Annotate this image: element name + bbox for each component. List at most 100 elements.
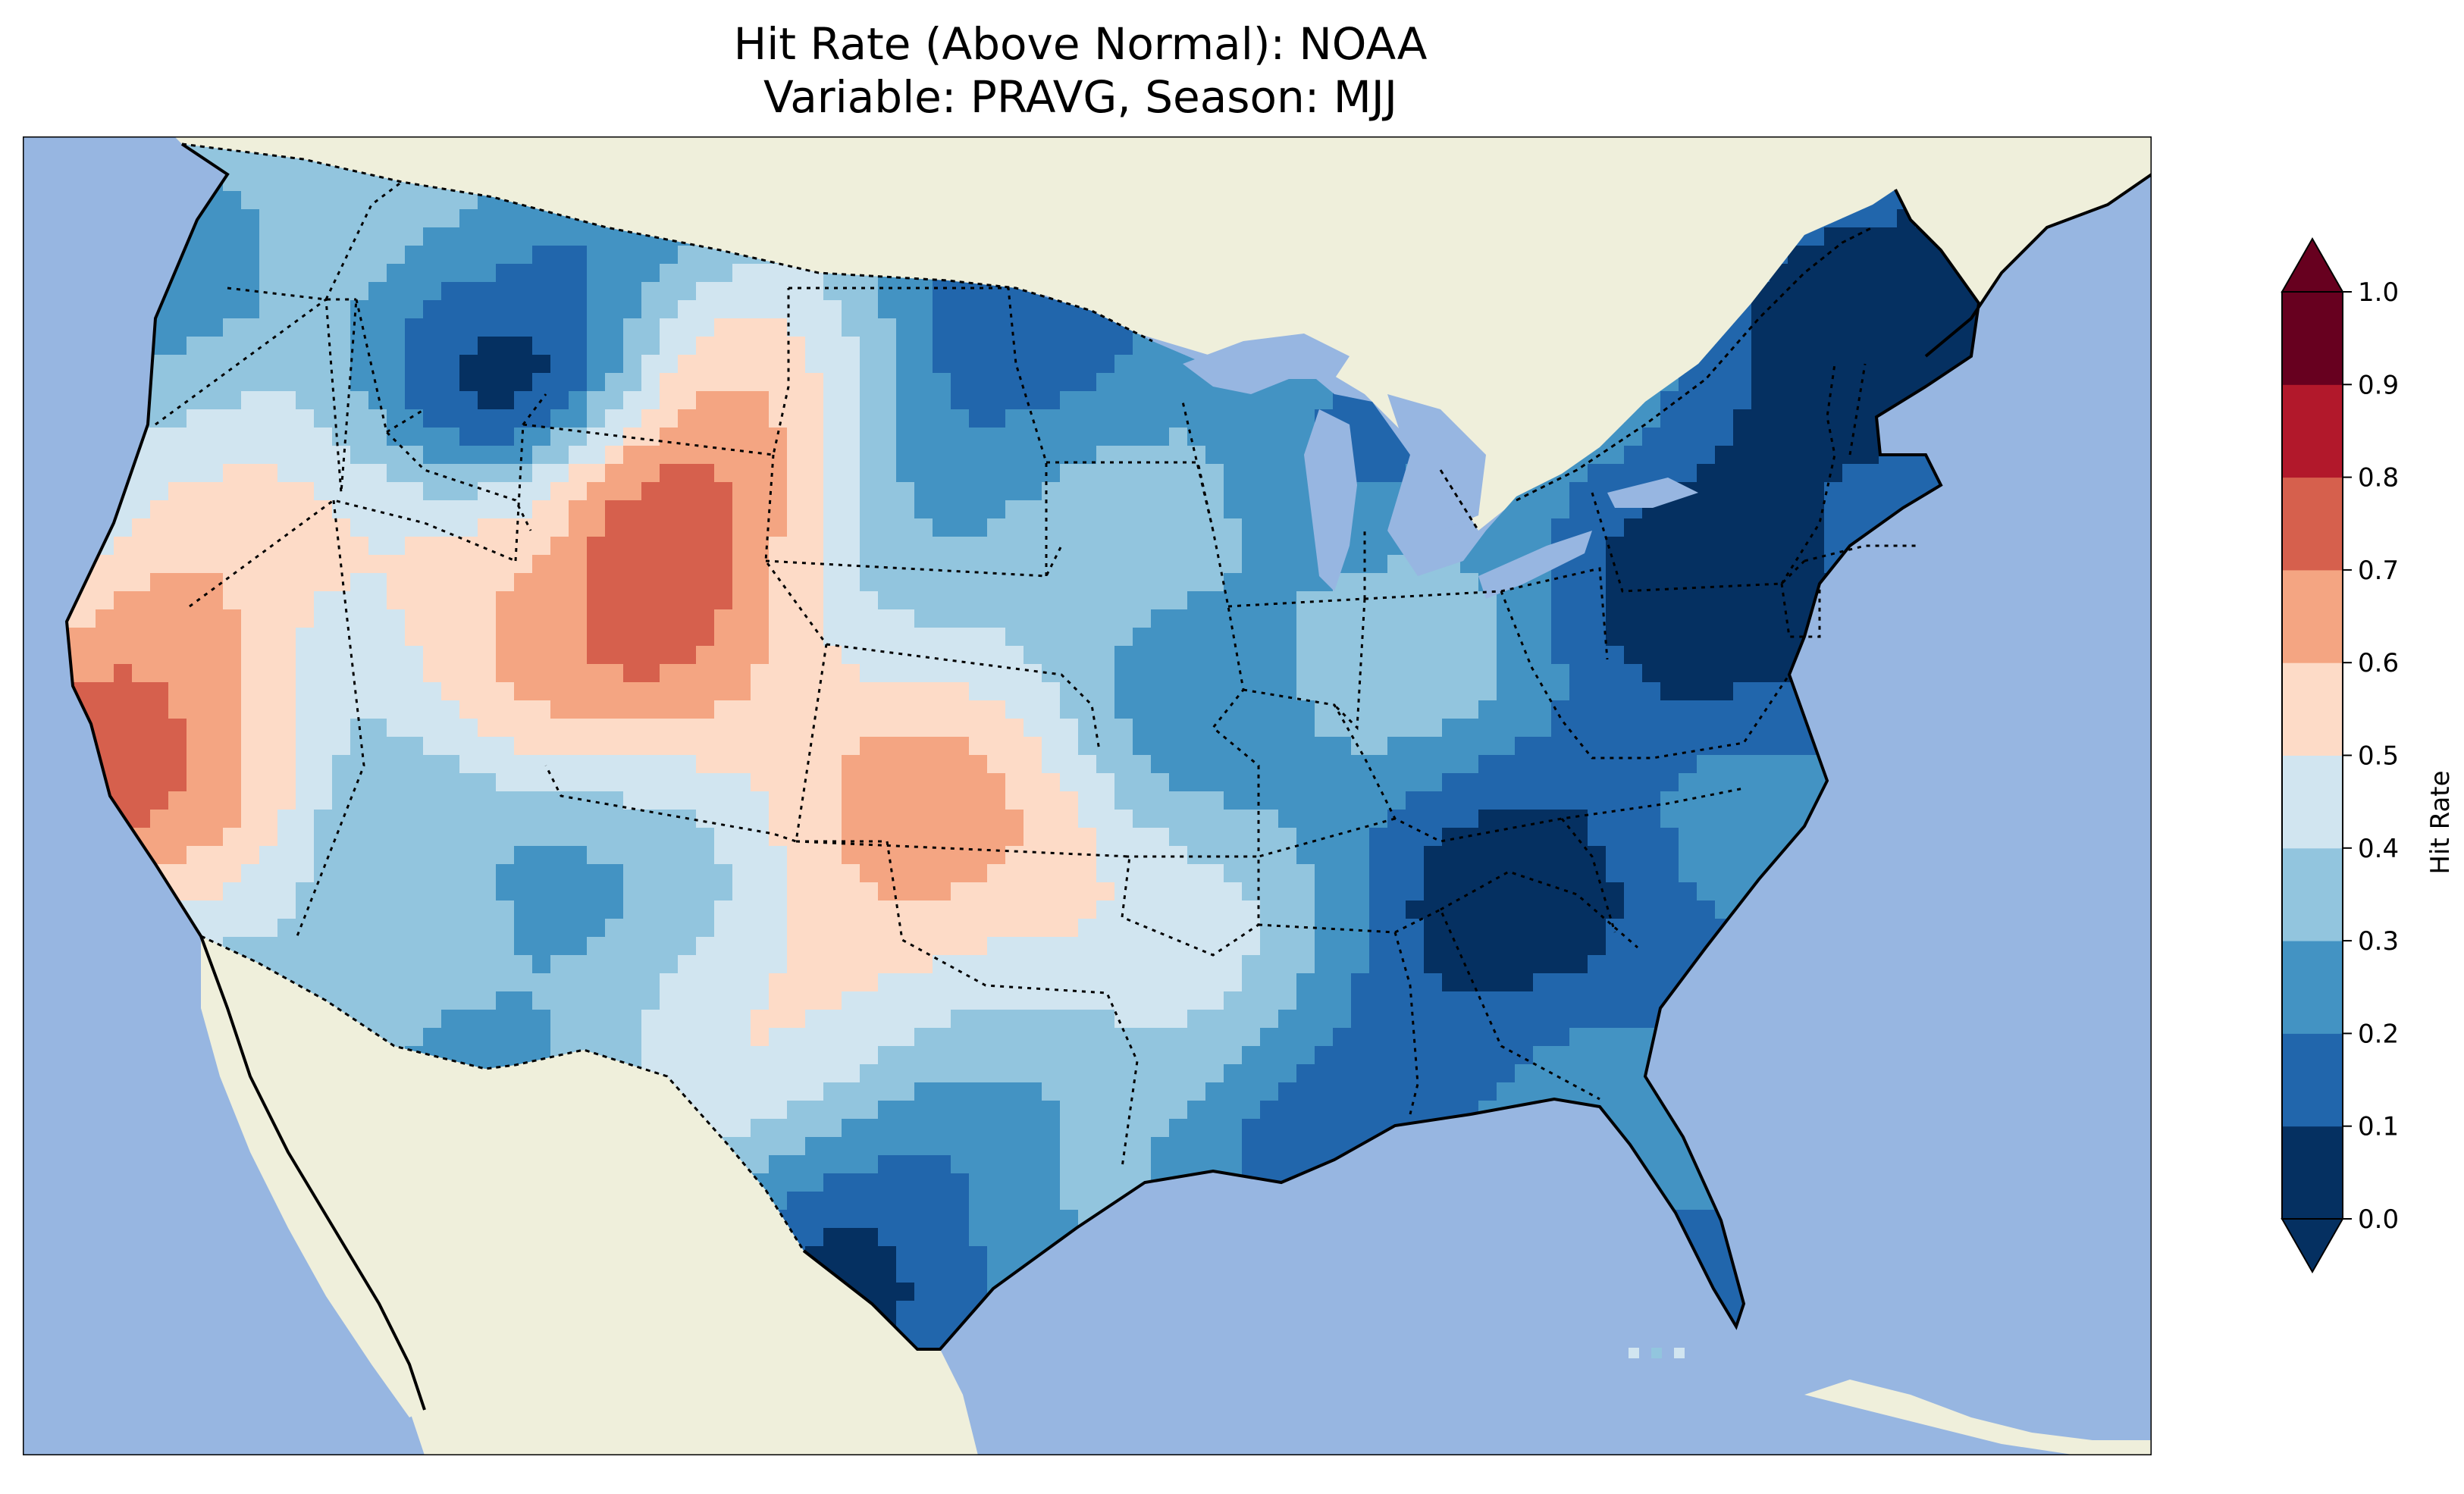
grid-cell [641,791,660,810]
grid-cell [459,409,478,428]
grid-cell [605,609,624,628]
grid-cell [314,682,333,701]
grid-cell [1424,609,1443,628]
grid-cell [1624,518,1643,537]
grid-cell [241,209,260,228]
grid-cell [514,300,533,319]
grid-cell [259,573,278,592]
grid-cell [933,573,951,592]
grid-cell [405,482,424,501]
grid-cell [805,882,824,901]
grid-cell [1660,791,1679,810]
grid-cell [1569,773,1588,792]
grid-cell [1751,791,1770,810]
grid-cell [1060,664,1079,683]
grid-cell [1369,719,1388,738]
grid-cell [914,864,933,883]
grid-cell [259,555,278,574]
grid-cell [387,755,406,774]
grid-cell [1715,555,1734,574]
grid-cell [714,428,733,446]
grid-cell [150,464,169,483]
grid-cell [1842,337,1861,355]
grid-cell [241,518,260,537]
grid-cell [732,900,751,919]
grid-cell [951,464,970,483]
grid-cell [532,246,551,265]
grid-cell [1333,864,1352,883]
grid-cell [1260,864,1279,883]
grid-cell [605,500,624,519]
grid-cell [423,810,442,828]
grid-cell [569,409,588,428]
grid-cell [787,518,806,537]
grid-cell [1897,318,1916,337]
grid-cell [1260,555,1279,574]
grid-cell [1224,810,1243,828]
grid-cell [823,646,842,665]
grid-cell [405,355,424,374]
grid-cell [1096,391,1115,410]
grid-cell [332,828,351,847]
grid-cell [1278,482,1297,501]
grid-cell [1005,355,1024,374]
grid-cell [150,373,169,392]
grid-cell [623,537,642,556]
grid-cell [1205,864,1224,883]
grid-cell [441,337,460,355]
grid-cell [896,719,915,738]
grid-cell [423,337,442,355]
grid-cell [1497,791,1516,810]
grid-cell [660,555,679,574]
grid-cell [896,609,915,628]
grid-cell [223,391,242,410]
grid-cell [550,500,569,519]
grid-cell [987,628,1006,647]
grid-cell [751,846,770,865]
grid-cell [1024,882,1042,901]
grid-cell [1005,737,1024,756]
grid-cell [1151,555,1170,574]
grid-cell [387,664,406,683]
grid-cell [987,900,1006,919]
grid-cell [168,755,187,774]
grid-cell [1715,482,1734,501]
grid-cell [1733,664,1752,683]
grid-cell [1042,755,1061,774]
grid-cell [1151,828,1170,847]
grid-cell [423,318,442,337]
grid-cell [787,573,806,592]
grid-cell [1369,591,1388,610]
grid-cell [1478,755,1497,774]
grid-cell [569,591,588,610]
grid-cell [1169,464,1188,483]
grid-cell [1515,537,1534,556]
grid-cell [205,500,224,519]
grid-cell [569,646,588,665]
grid-cell [1624,737,1643,756]
grid-cell [368,591,387,610]
grid-cell [1242,482,1261,501]
grid-cell [1315,882,1334,901]
grid-cell [368,446,387,465]
grid-cell [259,518,278,537]
grid-cell [933,373,951,392]
grid-cell [714,282,733,301]
grid-cell [623,609,642,628]
grid-cell [860,591,879,610]
grid-cell [751,900,770,919]
grid-cell [496,864,515,883]
grid-cell [1915,246,1934,265]
grid-cell [1551,773,1570,792]
grid-cell [1824,500,1843,519]
grid-cell [132,737,151,756]
grid-cell [1042,900,1061,919]
grid-cell [1770,791,1788,810]
grid-cell [969,719,988,738]
grid-cell [1315,609,1334,628]
grid-cell [350,900,369,919]
grid-cell [405,791,424,810]
grid-cell [569,500,588,519]
grid-cell [405,700,424,719]
grid-cell [1278,464,1297,483]
